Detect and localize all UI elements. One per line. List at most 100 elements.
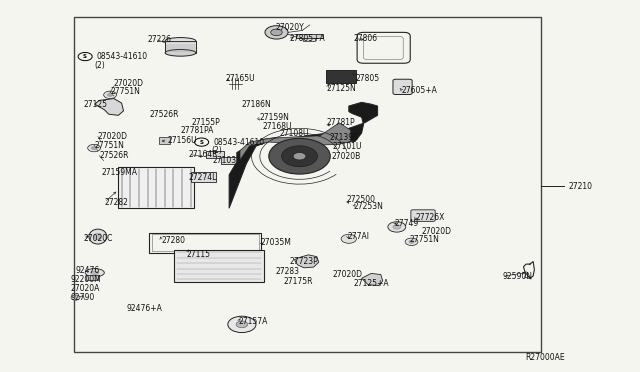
Bar: [191, 172, 216, 182]
Circle shape: [405, 238, 418, 246]
Text: 27274L: 27274L: [189, 173, 217, 182]
Ellipse shape: [85, 269, 104, 277]
Text: 27020C: 27020C: [83, 234, 113, 243]
Ellipse shape: [91, 271, 99, 275]
FancyBboxPatch shape: [411, 210, 435, 221]
Polygon shape: [294, 255, 319, 268]
Text: 92790: 92790: [70, 293, 95, 302]
FancyBboxPatch shape: [393, 79, 412, 94]
Text: 27751N: 27751N: [94, 141, 124, 150]
Text: 27115: 27115: [187, 250, 211, 259]
Circle shape: [271, 29, 282, 36]
Text: 27101U: 27101U: [333, 142, 362, 151]
Bar: [152, 234, 259, 251]
Text: 27781P: 27781P: [326, 118, 355, 126]
Bar: [159, 137, 170, 144]
Text: 92476: 92476: [76, 266, 100, 275]
Text: 27226: 27226: [147, 35, 172, 44]
Text: 27253N: 27253N: [354, 202, 384, 211]
Bar: [165, 41, 196, 53]
Circle shape: [236, 321, 248, 328]
Text: 27159MA: 27159MA: [101, 169, 137, 177]
Bar: [326, 70, 356, 83]
Text: 27020A: 27020A: [70, 284, 100, 293]
Text: 27155P: 27155P: [192, 118, 221, 126]
Bar: [149, 232, 261, 253]
Text: 08543-41610: 08543-41610: [97, 52, 148, 61]
Ellipse shape: [165, 49, 196, 56]
Text: S: S: [200, 140, 204, 145]
Bar: [221, 157, 239, 164]
Ellipse shape: [165, 38, 196, 44]
Bar: [296, 34, 323, 38]
Text: 27020D: 27020D: [98, 132, 128, 141]
Circle shape: [88, 144, 100, 152]
Ellipse shape: [94, 233, 102, 240]
Text: 272500: 272500: [346, 195, 375, 203]
Circle shape: [282, 146, 317, 167]
Text: 27035M: 27035M: [260, 238, 291, 247]
Circle shape: [269, 138, 330, 174]
Text: 27108U: 27108U: [280, 129, 309, 138]
Text: 27020B: 27020B: [332, 152, 361, 161]
Text: 27526R: 27526R: [149, 110, 179, 119]
Circle shape: [409, 240, 414, 243]
Circle shape: [265, 26, 288, 39]
Text: 27159N: 27159N: [259, 113, 289, 122]
Text: 27165U: 27165U: [225, 74, 255, 83]
Circle shape: [104, 91, 116, 99]
Text: 277AI: 277AI: [348, 232, 369, 241]
Text: 27175R: 27175R: [284, 277, 313, 286]
Text: 27806: 27806: [354, 34, 378, 43]
Text: 27156U: 27156U: [168, 136, 197, 145]
Circle shape: [92, 147, 97, 150]
Text: 27805: 27805: [355, 74, 380, 83]
Text: 27020D: 27020D: [421, 227, 451, 236]
Text: 27751N: 27751N: [110, 87, 140, 96]
Circle shape: [71, 295, 80, 300]
Polygon shape: [362, 273, 383, 286]
Circle shape: [195, 138, 209, 146]
Polygon shape: [240, 123, 351, 160]
Text: 27103: 27103: [212, 156, 237, 165]
Circle shape: [108, 93, 113, 96]
Bar: [174, 250, 264, 282]
Text: 27164R: 27164R: [189, 150, 218, 159]
Text: 27020D: 27020D: [114, 79, 144, 88]
Text: 27751N: 27751N: [410, 235, 440, 244]
Bar: [303, 38, 315, 41]
Text: 27726X: 27726X: [416, 213, 445, 222]
Circle shape: [293, 153, 306, 160]
Polygon shape: [95, 99, 124, 115]
Circle shape: [393, 225, 401, 229]
Text: 27280: 27280: [161, 236, 186, 245]
Text: 27139B: 27139B: [330, 133, 359, 142]
Text: 27020D: 27020D: [333, 270, 363, 279]
Text: 27125: 27125: [83, 100, 108, 109]
Text: (2): (2): [211, 146, 222, 155]
Text: 92476+A: 92476+A: [126, 304, 162, 312]
Circle shape: [388, 222, 406, 232]
Text: 92590N: 92590N: [502, 272, 532, 281]
Circle shape: [228, 316, 256, 333]
Text: 08543-41610: 08543-41610: [213, 138, 264, 147]
Text: 27781PA: 27781PA: [180, 126, 214, 135]
Text: 27282: 27282: [104, 198, 128, 207]
Text: 27605+A: 27605+A: [402, 86, 438, 95]
Text: 27125+A: 27125+A: [354, 279, 390, 288]
Text: 27186N: 27186N: [242, 100, 271, 109]
Text: 27157A: 27157A: [239, 317, 268, 326]
Bar: [74, 17, 541, 352]
Text: 27749: 27749: [395, 219, 419, 228]
Bar: [86, 275, 98, 280]
Circle shape: [78, 52, 92, 61]
Circle shape: [341, 234, 356, 243]
Text: 27526R: 27526R: [99, 151, 129, 160]
Bar: [206, 151, 224, 158]
Text: 27168U: 27168U: [262, 122, 292, 131]
Text: 27210: 27210: [568, 182, 593, 190]
Polygon shape: [229, 102, 378, 208]
Text: 92200M: 92200M: [70, 275, 101, 283]
Text: 27805+A: 27805+A: [290, 34, 326, 43]
Text: S: S: [83, 54, 87, 59]
